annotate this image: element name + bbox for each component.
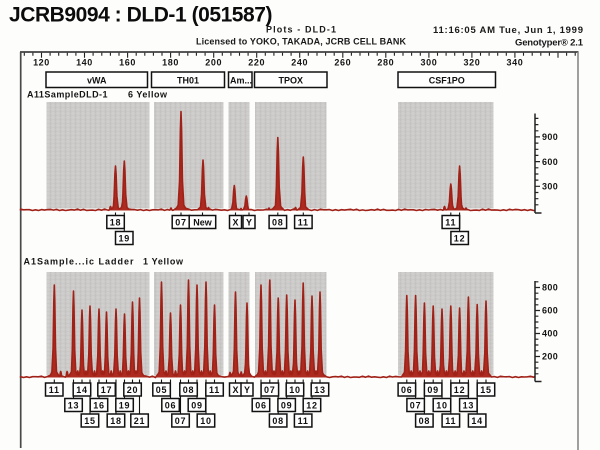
svg-text:600: 600: [542, 157, 558, 167]
svg-text:09: 09: [191, 401, 203, 411]
svg-text:1 Yellow: 1 Yellow: [143, 257, 184, 267]
svg-text:Y: Y: [246, 218, 252, 228]
svg-text:12: 12: [454, 385, 466, 395]
svg-text:14: 14: [76, 385, 88, 395]
svg-text:14: 14: [471, 416, 483, 426]
svg-text:05: 05: [156, 385, 168, 395]
svg-text:08: 08: [419, 416, 431, 426]
svg-text:10: 10: [289, 385, 301, 395]
svg-text:12: 12: [454, 234, 466, 244]
svg-text:280: 280: [377, 58, 394, 68]
svg-text:240: 240: [291, 58, 308, 68]
svg-text:11: 11: [298, 218, 309, 228]
svg-text:10: 10: [200, 416, 212, 426]
svg-text:13: 13: [314, 385, 326, 395]
svg-text:09: 09: [281, 401, 293, 411]
svg-text:160: 160: [119, 58, 136, 68]
svg-text:400: 400: [542, 329, 558, 339]
svg-text:Am...: Am...: [230, 76, 252, 86]
svg-text:220: 220: [248, 58, 265, 68]
svg-text:260: 260: [334, 58, 351, 68]
svg-text:06: 06: [255, 401, 267, 411]
svg-text:11: 11: [445, 416, 456, 426]
svg-text:13: 13: [68, 401, 80, 411]
svg-text:21: 21: [134, 416, 146, 426]
svg-text:19: 19: [119, 401, 131, 411]
svg-text:140: 140: [76, 58, 93, 68]
svg-text:07: 07: [264, 385, 276, 395]
svg-text:vWA: vWA: [87, 76, 107, 86]
svg-text:19: 19: [118, 234, 130, 244]
svg-text:10: 10: [436, 401, 448, 411]
svg-text:07: 07: [175, 218, 187, 228]
svg-text:07: 07: [175, 416, 187, 426]
svg-text:320: 320: [463, 58, 480, 68]
svg-text:11:16:05 AM Tue, Jun 1, 1999: 11:16:05 AM Tue, Jun 1, 1999: [433, 25, 583, 36]
svg-text:800: 800: [542, 283, 558, 293]
svg-text:200: 200: [542, 352, 558, 362]
svg-text:13: 13: [463, 401, 475, 411]
svg-text:06: 06: [165, 401, 177, 411]
svg-text:JCRB9094 : DLD-1 (051587): JCRB9094 : DLD-1 (051587): [9, 4, 273, 27]
svg-text:12: 12: [306, 401, 318, 411]
svg-text:Licensed to YOKO, TAKADA, JCRB: Licensed to YOKO, TAKADA, JCRB CELL BANK: [196, 37, 407, 47]
svg-text:16: 16: [93, 401, 105, 411]
svg-text:11: 11: [298, 416, 309, 426]
svg-text:X: X: [232, 385, 238, 395]
svg-text:200: 200: [205, 58, 222, 68]
svg-text:A11SampleDLD-1: A11SampleDLD-1: [27, 90, 108, 100]
svg-text:08: 08: [183, 385, 195, 395]
svg-text:TPOX: TPOX: [279, 76, 304, 86]
svg-text:340: 340: [506, 58, 523, 68]
svg-text:20: 20: [127, 385, 139, 395]
svg-text:06: 06: [401, 385, 413, 395]
svg-text:18: 18: [110, 218, 122, 228]
svg-text:600: 600: [542, 306, 558, 316]
svg-text:Plots - DLD-1: Plots - DLD-1: [266, 25, 336, 35]
svg-text:300: 300: [420, 58, 437, 68]
svg-text:CSF1PO: CSF1PO: [429, 76, 465, 86]
svg-text:09: 09: [427, 385, 439, 395]
svg-text:11: 11: [49, 385, 60, 395]
svg-text:11: 11: [445, 218, 456, 228]
svg-text:08: 08: [272, 416, 284, 426]
svg-text:A1Sample...ic Ladder: A1Sample...ic Ladder: [24, 257, 134, 267]
svg-text:120: 120: [33, 58, 50, 68]
svg-text:New: New: [193, 218, 213, 228]
svg-text:6 Yellow: 6 Yellow: [128, 90, 168, 100]
svg-text:X: X: [232, 218, 238, 228]
svg-text:08: 08: [272, 218, 284, 228]
svg-text:300: 300: [542, 182, 558, 192]
svg-text:11: 11: [209, 385, 220, 395]
svg-text:17: 17: [101, 385, 113, 395]
svg-text:Genotyper® 2.1: Genotyper® 2.1: [515, 38, 584, 49]
svg-text:900: 900: [542, 132, 558, 142]
svg-text:18: 18: [110, 416, 122, 426]
svg-text:15: 15: [480, 385, 492, 395]
svg-text:15: 15: [84, 416, 96, 426]
svg-text:180: 180: [162, 58, 179, 68]
svg-text:07: 07: [410, 401, 422, 411]
svg-text:TH01: TH01: [177, 76, 199, 86]
svg-text:Y: Y: [244, 385, 250, 395]
